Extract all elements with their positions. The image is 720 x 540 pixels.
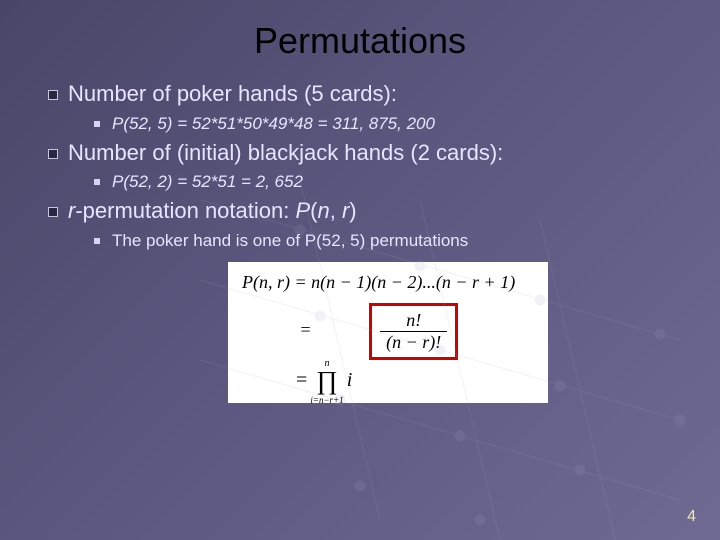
sub-bullet-icon xyxy=(94,121,100,127)
formula-factorial-row: = n! (n − r)! xyxy=(242,303,534,368)
slide-content: Number of poker hands (5 cards): P(52, 5… xyxy=(0,80,720,403)
slide-title: Permutations xyxy=(0,0,720,80)
formula-expansion: P(n, r) = n(n − 1)(n − 2)...(n − r + 1) xyxy=(242,272,534,293)
bullet-poker-hands: Number of poker hands (5 cards): xyxy=(68,80,397,109)
page-number: 4 xyxy=(687,508,696,526)
sub-bullet-poker-calc: P(52, 5) = 52*51*50*49*48 = 311, 875, 20… xyxy=(112,113,435,135)
sub-bullet-icon xyxy=(94,179,100,185)
bullet-icon xyxy=(48,207,58,217)
sub-bullet-poker-perm: The poker hand is one of P(52, 5) permut… xyxy=(112,230,468,252)
formula-highlighted: n! (n − r)! xyxy=(369,303,458,360)
bullet-icon xyxy=(48,90,58,100)
bullet-blackjack-hands: Number of (initial) blackjack hands (2 c… xyxy=(68,139,503,168)
formula-block: P(n, r) = n(n − 1)(n − 2)...(n − r + 1) … xyxy=(228,262,548,403)
bullet-notation: r-permutation notation: P(n, r) xyxy=(68,197,357,226)
sub-bullet-icon xyxy=(94,238,100,244)
bullet-icon xyxy=(48,149,58,159)
sub-bullet-blackjack-calc: P(52, 2) = 52*51 = 2, 652 xyxy=(112,171,303,193)
formula-product: = n ∏ i=n−r+1 i xyxy=(296,368,534,395)
